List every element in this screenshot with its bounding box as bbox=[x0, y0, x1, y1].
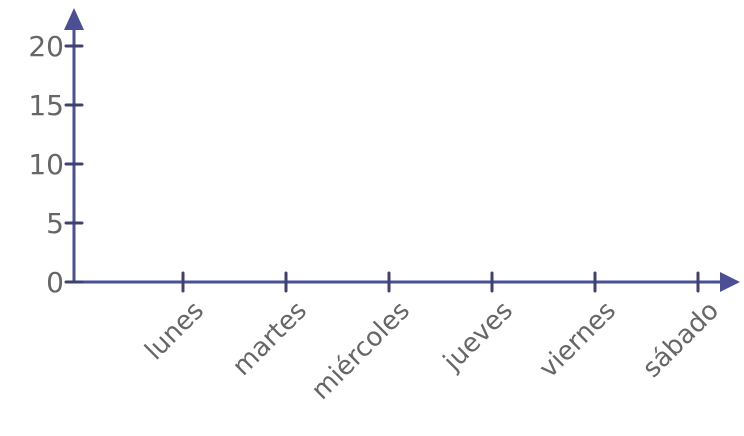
y-tick-label: 20 bbox=[28, 30, 64, 63]
x-axis-arrow-icon bbox=[720, 272, 740, 292]
y-tick-label: 15 bbox=[28, 89, 64, 122]
y-axis-ticks: 0 5 10 15 20 bbox=[28, 30, 84, 299]
x-tick-label-0: lunes bbox=[139, 296, 210, 367]
y-tick-label: 10 bbox=[28, 148, 64, 181]
x-tick-label-4: viernes bbox=[534, 296, 622, 384]
y-tick-label: 0 bbox=[46, 266, 64, 299]
y-axis-arrow-icon bbox=[64, 8, 84, 30]
x-tick-label-2: miércoles bbox=[306, 296, 416, 406]
x-tick-label-5: sábado bbox=[637, 296, 725, 384]
x-tick-label-1: martes bbox=[227, 296, 313, 382]
chart-axes bbox=[64, 8, 740, 292]
y-tick-label: 5 bbox=[46, 207, 64, 240]
x-tick-label-3: jueves bbox=[437, 296, 519, 378]
